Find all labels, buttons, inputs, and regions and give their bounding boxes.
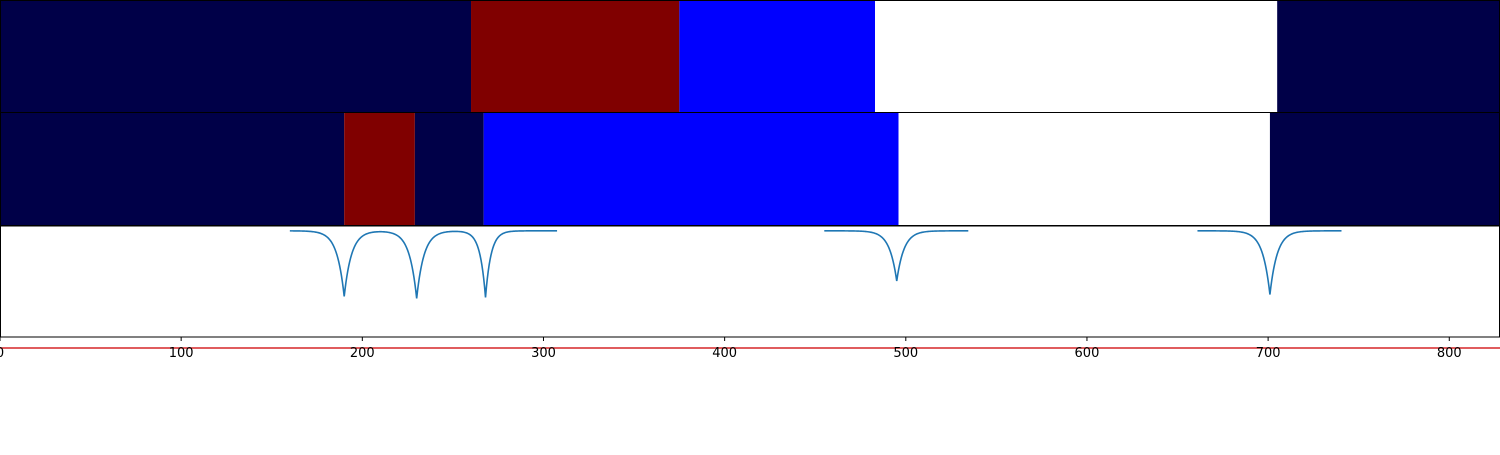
segment-navy (1269, 113, 1500, 225)
segment-navy (0, 1, 472, 112)
segment-navy (414, 113, 484, 225)
segment-blue (679, 1, 875, 112)
x-tick-label: 700 (1256, 346, 1281, 361)
x-tick-label: 600 (1075, 346, 1100, 361)
segment-navy (0, 113, 345, 225)
segment-white (875, 1, 1278, 112)
segment-maroon (344, 113, 415, 225)
segment-white (898, 113, 1270, 225)
signal-frame (0, 225, 1500, 338)
x-tick-label: 800 (1437, 346, 1462, 361)
x-tick-label: 300 (531, 346, 556, 361)
x-tick-label: 500 (893, 346, 918, 361)
segment-rows (0, 0, 1500, 226)
signal-panel (0, 225, 1500, 349)
segment-blue (483, 113, 899, 225)
x-tick-label: 100 (169, 346, 194, 361)
segment-maroon (471, 1, 680, 112)
x-tick-label: 200 (350, 346, 375, 361)
x-tick-label: 400 (712, 346, 737, 361)
x-tick-label: 0 (0, 346, 4, 361)
x-axis: 0 100 200 300 400 500 600 700 800 (0, 337, 1462, 361)
segment-navy (1277, 1, 1500, 112)
